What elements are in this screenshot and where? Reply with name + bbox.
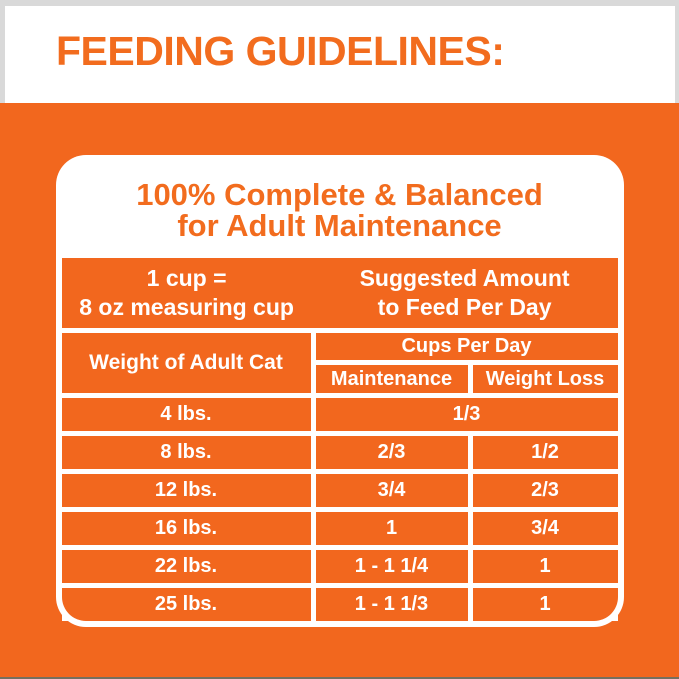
maintenance-header: Maintenance (315, 365, 468, 393)
weight-cell: 25 lbs. (61, 588, 311, 621)
weight-loss-header: Weight Loss (472, 365, 618, 393)
suggested-amount-note: Suggested Amount to Feed Per Day (312, 264, 618, 322)
amount-cell: 1/3 (315, 398, 618, 431)
weight-cell: 16 lbs. (61, 512, 311, 545)
weight-cell: 8 lbs. (61, 436, 311, 469)
maintenance-cell: 1 - 1 1/4 (315, 550, 468, 583)
weight-loss-cell: 2/3 (472, 474, 618, 507)
photo-edge-bottom (0, 677, 679, 679)
weight-cell: 22 lbs. (61, 550, 311, 583)
feeding-table: 1 cup = 8 oz measuring cup Suggested Amo… (61, 258, 618, 621)
page-title: FEEDING GUIDELINES: (56, 28, 505, 74)
cup-measure-note: 1 cup = 8 oz measuring cup (62, 264, 312, 322)
suggested-amount-line1: Suggested Amount (359, 265, 570, 291)
card-title-line1: 100% Complete & Balanced (136, 176, 543, 212)
cup-measure-line1: 1 cup = (146, 265, 227, 291)
guidelines-card: 100% Complete & Balanced for Adult Maint… (55, 155, 624, 627)
cups-per-day-header: Cups Per Day (315, 333, 618, 360)
photo-edge-right (675, 0, 679, 103)
header-band: FEEDING GUIDELINES: (0, 0, 679, 103)
orange-background: 100% Complete & Balanced for Adult Maint… (0, 103, 679, 679)
weight-of-adult-cat-header: Weight of Adult Cat (61, 333, 311, 393)
weight-loss-cell: 3/4 (472, 512, 618, 545)
card-title-line2: for Adult Maintenance (177, 207, 502, 243)
maintenance-cell: 2/3 (315, 436, 468, 469)
weight-loss-cell: 1/2 (472, 436, 618, 469)
photo-edge-left (0, 0, 5, 103)
maintenance-cell: 3/4 (315, 474, 468, 507)
suggested-amount-line2: to Feed Per Day (377, 294, 552, 320)
weight-loss-cell: 1 (472, 588, 618, 621)
weight-cell: 12 lbs. (61, 474, 311, 507)
cup-measure-line2: 8 oz measuring cup (79, 294, 294, 320)
photo-edge-top (0, 0, 679, 6)
maintenance-cell: 1 - 1 1/3 (315, 588, 468, 621)
key-row: 1 cup = 8 oz measuring cup Suggested Amo… (61, 258, 618, 328)
maintenance-cell: 1 (315, 512, 468, 545)
weight-loss-cell: 1 (472, 550, 618, 583)
weight-cell: 4 lbs. (61, 398, 311, 431)
card-title: 100% Complete & Balanced for Adult Maint… (62, 161, 618, 258)
